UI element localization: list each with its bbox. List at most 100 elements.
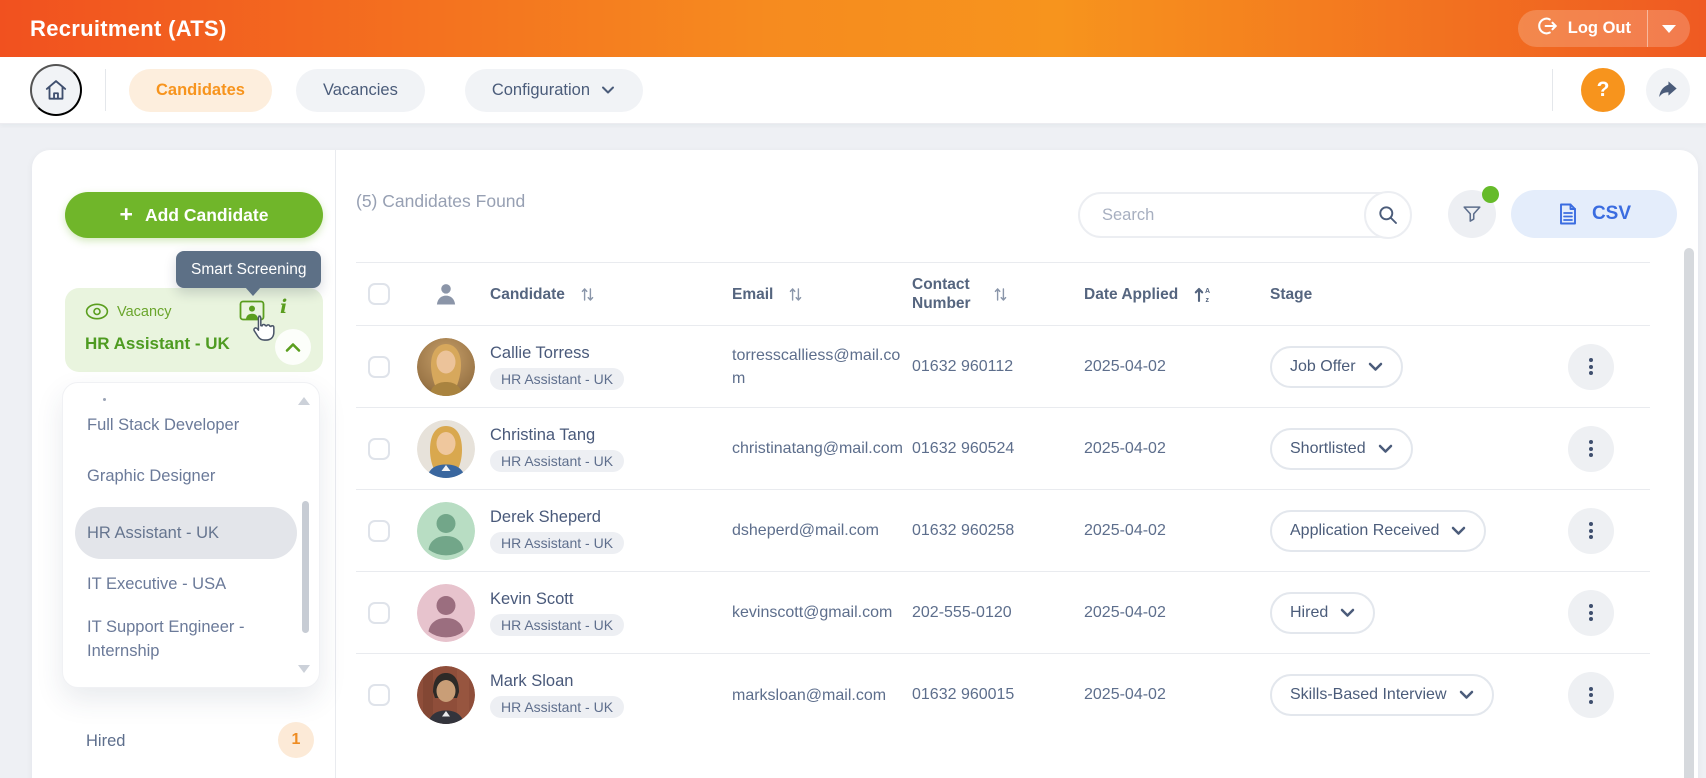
tooltip-pointer [245,287,261,296]
row-checkbox[interactable] [368,355,390,378]
csv-label: CSV [1591,203,1632,224]
candidate-date-applied: 2025-04-02 [1084,357,1166,375]
logout-dropdown-toggle[interactable] [1648,10,1690,47]
svg-text:z: z [1206,297,1210,304]
stage-dropdown[interactable]: Job Offer [1270,345,1403,388]
main-navbar: Candidates Vacancies Configuration ? [0,57,1706,124]
smart-screening-tooltip: Smart Screening [176,251,322,288]
candidate-phone: 01632 960524 [912,439,1015,457]
candidate-name[interactable]: Christina Tang [490,425,596,444]
tab-candidates[interactable]: Candidates [129,68,272,112]
row-checkbox[interactable] [368,519,390,542]
logout-button[interactable]: Log Out [1517,10,1690,47]
content-card: + Add Candidate Smart Screening Vacancy [32,150,1698,778]
caret-down-icon [1662,24,1676,33]
candidate-name[interactable]: Derek Sheperd [490,507,601,526]
table-header-row: Candidate Email Contact Number [356,262,1650,326]
column-header-contact-number[interactable]: Contact Number [912,275,1084,313]
candidate-date-applied: 2025-04-02 [1084,521,1166,539]
sidebar: + Add Candidate Smart Screening Vacancy [32,150,336,778]
candidates-found-text: (5) Candidates Found [356,191,526,211]
row-checkbox[interactable] [368,601,390,624]
search-submit-button[interactable] [1364,191,1412,239]
nav-divider [1552,69,1553,111]
chevron-down-icon [602,86,614,94]
hired-stage-row[interactable]: Hired 1 [32,716,336,772]
avatar-photo [417,419,475,478]
dropdown-scrollbar-thumb[interactable] [302,501,309,633]
chevron-up-icon [285,342,301,352]
help-button[interactable]: ? [1581,68,1625,112]
row-menu-button[interactable] [1568,343,1614,390]
vacancy-option[interactable]: Full Stack Developer [87,416,240,434]
vacancy-option-label: HR Assistant - UK [87,523,220,542]
vacancy-option[interactable]: IT Support Engineer - Internship [87,618,245,660]
scroll-down-arrow[interactable] [298,665,310,673]
select-all-checkbox[interactable] [368,283,390,305]
chevron-down-icon [1452,526,1466,535]
row-menu-button[interactable] [1568,425,1614,472]
vacancy-option-selected[interactable]: HR Assistant - UK [75,507,297,559]
table-row: Derek Sheperd HR Assistant - UK dsheperd… [356,490,1650,572]
vacancy-option[interactable]: IT Executive - USA [87,575,227,593]
hand-cursor-icon [249,314,275,347]
candidate-email: kevinscott@gmail.com [732,604,893,621]
table-row: Mark Sloan HR Assistant - UK marksloan@m… [356,654,1650,736]
chevron-down-icon [1459,690,1473,699]
vacancy-section-label: Vacancy [117,304,172,320]
stage-label: Skills-Based Interview [1290,686,1447,703]
search-input[interactable] [1078,192,1410,238]
stage-dropdown[interactable]: Skills-Based Interview [1270,674,1494,716]
logout-icon [1536,15,1558,42]
logout-main[interactable]: Log Out [1518,10,1647,47]
sort-icon [790,287,802,301]
vacancy-option[interactable]: Graphic Designer [87,467,216,485]
stage-dropdown[interactable]: Shortlisted [1270,427,1413,470]
logout-label: Log Out [1567,19,1631,37]
kebab-icon [1589,602,1593,624]
column-header-candidate[interactable]: Candidate [490,285,732,304]
filter-button[interactable] [1448,186,1499,238]
selected-vacancy-title: HR Assistant - UK [85,334,230,353]
avatar-photo [417,337,475,396]
candidate-name[interactable]: Callie Torress [490,343,590,362]
csv-export-button[interactable]: CSV [1511,190,1677,238]
share-arrow-icon [1659,81,1677,98]
stage-dropdown[interactable]: Application Received [1270,509,1487,552]
table-scrollbar[interactable] [1684,248,1694,778]
tab-candidates-label: Candidates [156,80,245,99]
logout-divider [1647,10,1648,47]
candidate-name[interactable]: Kevin Scott [490,589,574,608]
column-header-date-applied[interactable]: Date Applied A z [1084,285,1270,304]
row-checkbox[interactable] [368,437,390,460]
page-title: Recruitment (ATS) [30,15,227,41]
question-mark-icon: ? [1596,78,1610,101]
column-header-email[interactable]: Email [732,285,912,304]
scroll-up-arrow[interactable] [298,397,310,405]
tab-configuration[interactable]: Configuration [464,68,643,112]
candidate-name[interactable]: Mark Sloan [490,672,574,690]
candidate-phone: 01632 960258 [912,521,1015,539]
kebab-icon [1589,356,1593,378]
tab-vacancies[interactable]: Vacancies [295,68,425,112]
column-header-stage: Stage [1270,285,1532,304]
vacancy-collapse-button[interactable] [275,329,311,365]
home-button[interactable] [30,64,82,116]
share-button[interactable] [1646,68,1690,112]
stage-dropdown[interactable]: Hired [1270,591,1376,634]
row-menu-button[interactable] [1568,589,1614,636]
row-checkbox[interactable] [368,684,390,706]
row-menu-button[interactable] [1568,507,1614,554]
add-candidate-button[interactable]: + Add Candidate [65,192,323,238]
header-label: Email [732,285,774,303]
row-menu-button[interactable] [1568,672,1614,718]
info-icon[interactable]: i [280,296,288,318]
kebab-icon [1589,684,1593,706]
stage-label: Application Received [1290,521,1440,539]
table-row: Callie Torress HR Assistant - UK torress… [356,326,1650,408]
candidate-email: torresscalliess@mail.com [732,346,901,387]
smart-screening-icon[interactable] [239,299,265,328]
vacancy-dropdown-list: Full Stack Developer Graphic Designer HR… [62,382,320,688]
sort-icon [581,287,594,301]
